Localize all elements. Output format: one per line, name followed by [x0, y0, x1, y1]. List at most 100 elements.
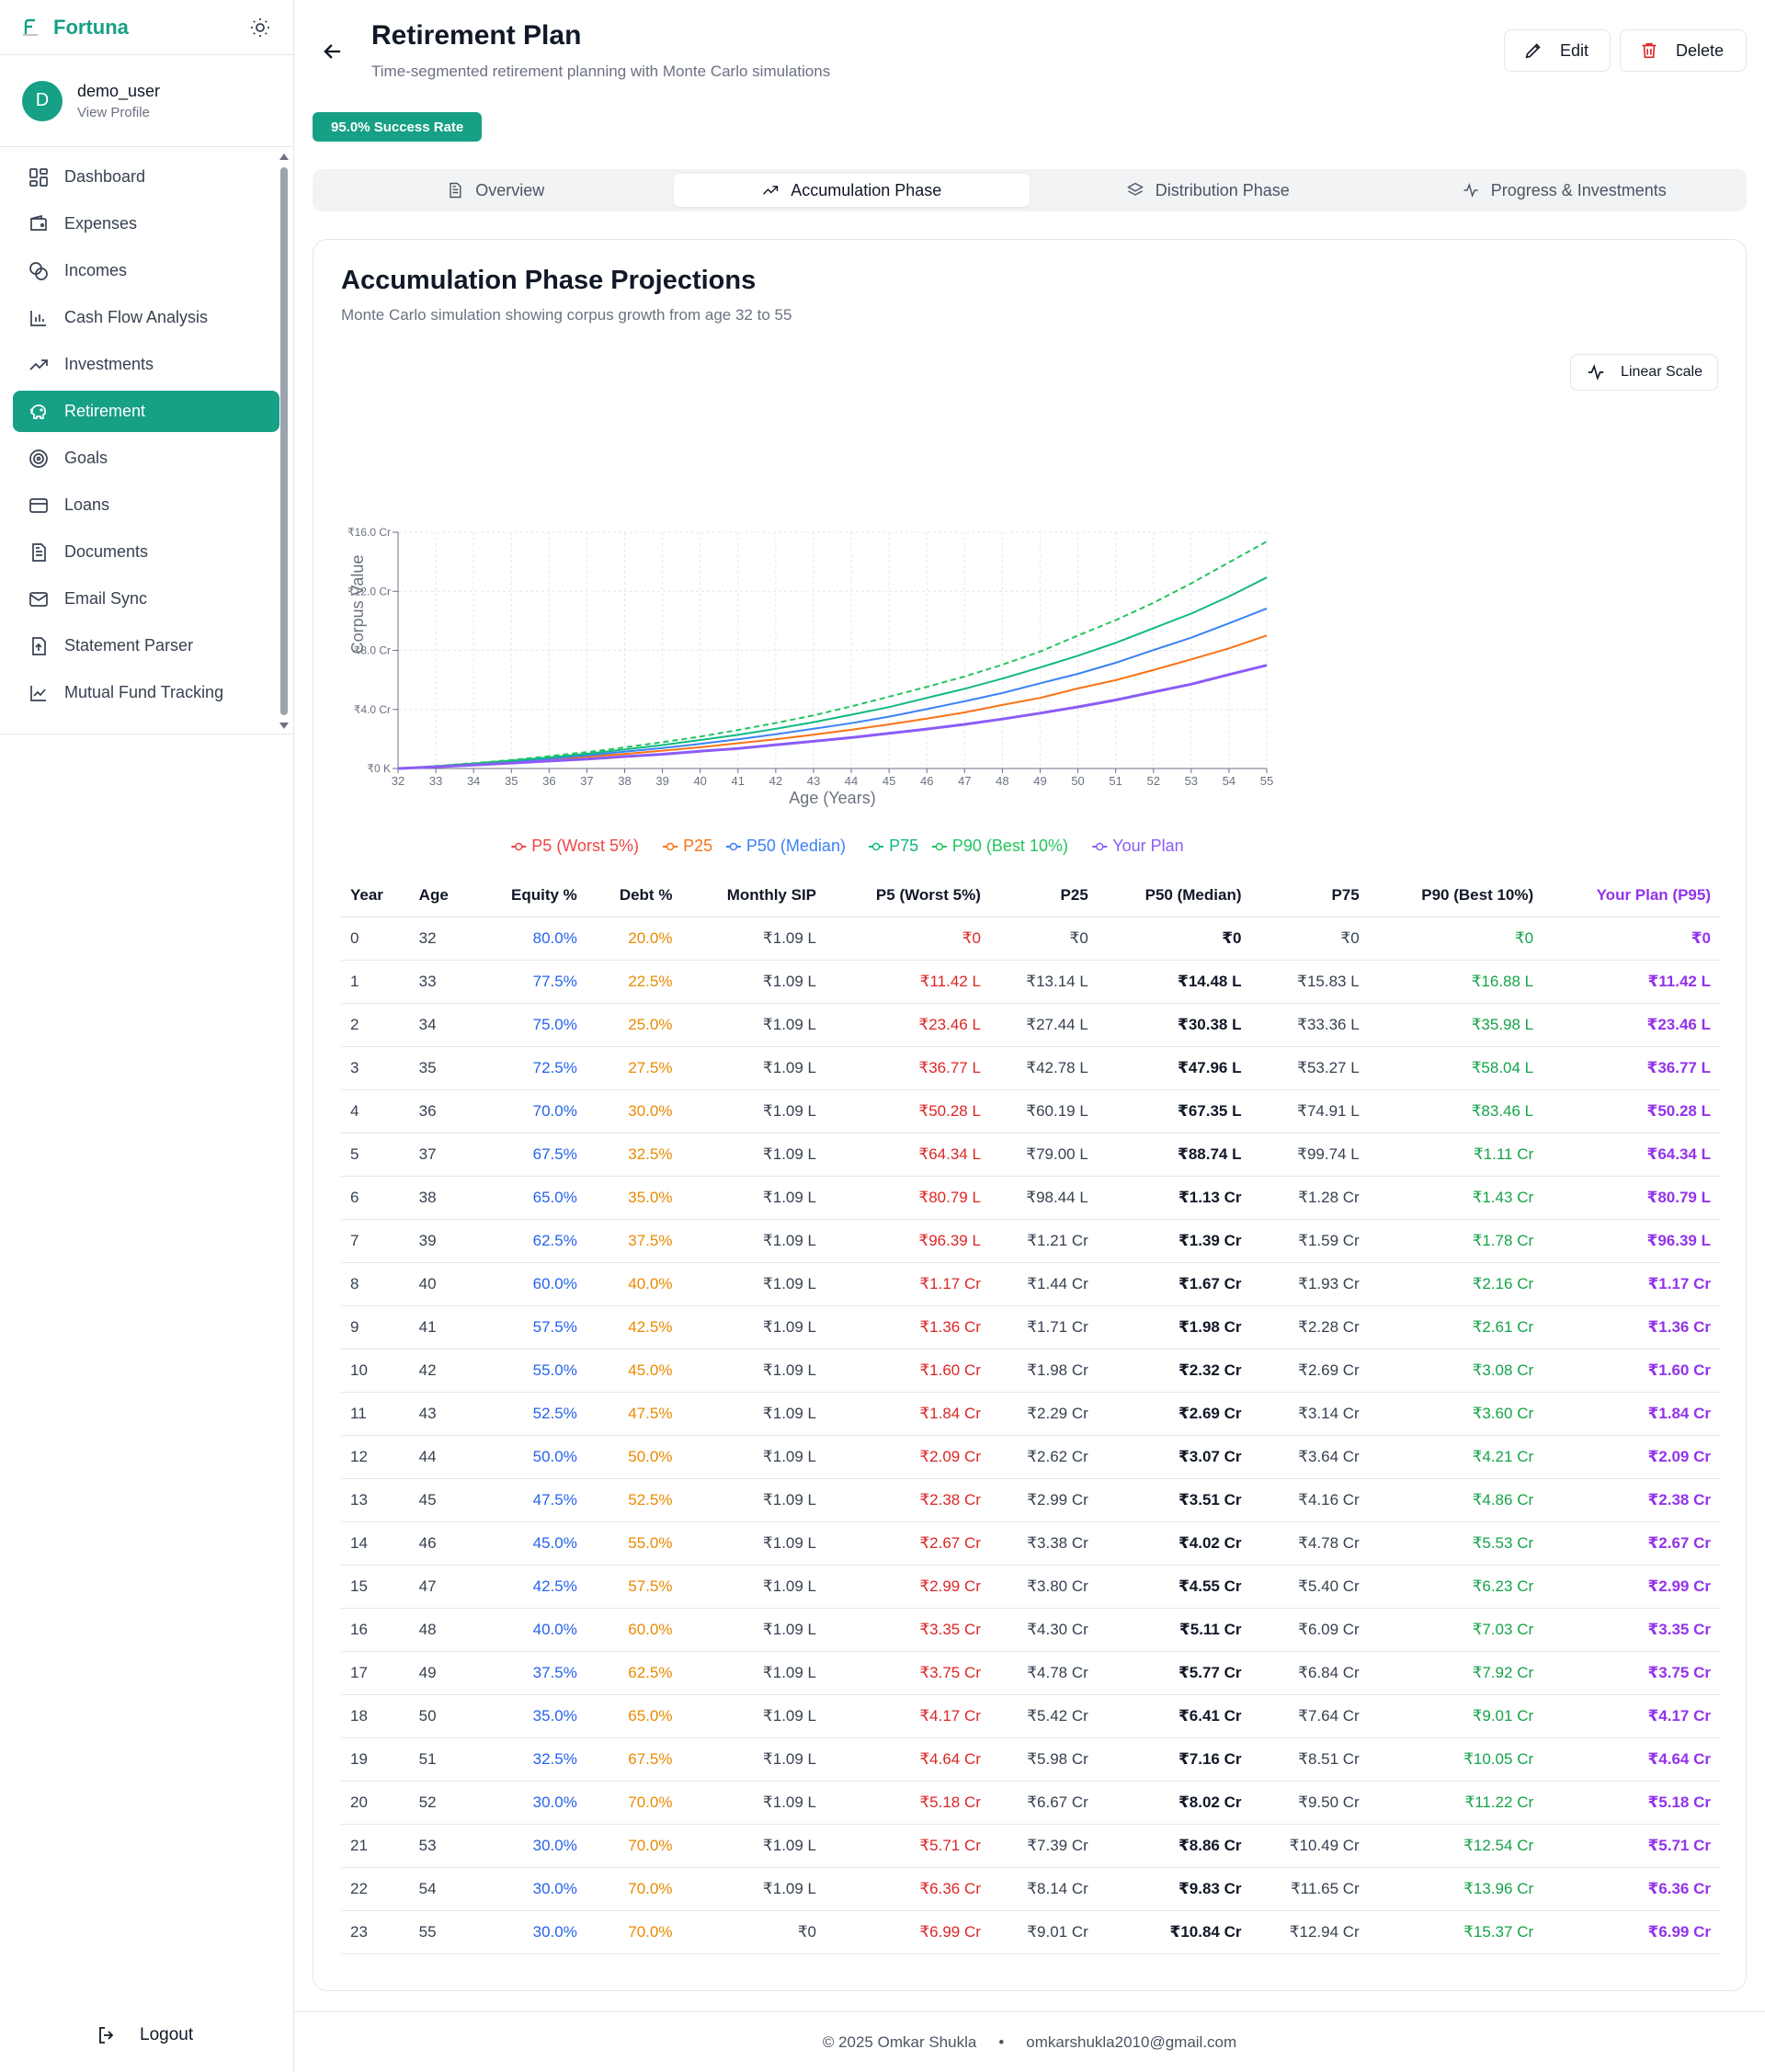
table-cell: 52	[409, 1781, 474, 1825]
sidebar-item-expenses[interactable]: Expenses	[13, 203, 279, 245]
sidebar-item-dashboard[interactable]: Dashboard	[13, 156, 279, 198]
table-cell: 0	[341, 916, 410, 961]
sidebar-item-loans[interactable]: Loans	[13, 484, 279, 526]
table-row: 16 48 40.0% 60.0% ₹1.09 L ₹3.35 Cr ₹4.30 Cr ₹5.…	[341, 1608, 1720, 1652]
table-cell: ₹4.30 Cr	[989, 1608, 1098, 1652]
tab-label: Progress & Investments	[1490, 180, 1667, 199]
table-row: 13 45 47.5% 52.5% ₹1.09 L ₹2.38 Cr ₹2.99 Cr ₹3.…	[341, 1478, 1720, 1522]
sidebar-item-label: Statement Parser	[64, 636, 194, 655]
edit-button[interactable]: Edit	[1504, 29, 1611, 72]
table-cell: 33	[409, 960, 474, 1004]
table-cell: ₹1.09 L	[681, 1262, 826, 1306]
line-chart-icon	[30, 685, 46, 701]
table-cell: ₹2.29 Cr	[989, 1392, 1098, 1436]
footer-email[interactable]: omkarshukla2010@gmail.com	[1026, 2032, 1237, 2051]
edit-label: Edit	[1560, 40, 1589, 60]
table-cell: ₹74.91 L	[1250, 1089, 1369, 1133]
table-cell: ₹3.75 Cr	[1543, 1651, 1720, 1695]
table-cell: ₹10.49 Cr	[1250, 1824, 1369, 1868]
document-icon	[32, 542, 46, 562]
table-cell: 37.5%	[473, 1651, 586, 1695]
delete-button[interactable]: Delete	[1620, 29, 1747, 72]
table-cell: ₹1.84 Cr	[1543, 1392, 1720, 1436]
sidebar-item-goals[interactable]: Goals	[13, 438, 279, 479]
table-cell: ₹0	[826, 916, 990, 961]
view-profile-link[interactable]: View Profile	[77, 104, 150, 120]
table-cell: 42	[409, 1349, 474, 1393]
logout-label: Logout	[140, 2025, 194, 2044]
x-tick-label: 41	[732, 774, 745, 788]
sidebar-item-investments[interactable]: Investments	[13, 344, 279, 385]
table-cell: ₹47.96 L	[1097, 1046, 1251, 1090]
table-row: 8 40 60.0% 40.0% ₹1.09 L ₹1.17 Cr ₹1.44 Cr ₹1.6…	[341, 1262, 1720, 1306]
sidebar-item-email-sync[interactable]: Email Sync	[13, 578, 279, 620]
table-cell: ₹2.99 Cr	[989, 1478, 1098, 1522]
page-title: Retirement Plan	[371, 20, 582, 51]
sidebar-item-retirement[interactable]: Retirement	[13, 391, 279, 432]
table-cell: ₹2.16 Cr	[1368, 1262, 1543, 1306]
table-cell: ₹12.94 Cr	[1250, 1910, 1369, 1954]
table-cell: ₹64.34 L	[826, 1133, 990, 1177]
sidebar-scrollbar[interactable]	[278, 151, 290, 732]
table-cell: 32	[409, 916, 474, 961]
table-cell: ₹10.84 Cr	[1097, 1910, 1251, 1954]
table-cell: ₹96.39 L	[826, 1219, 990, 1263]
table-cell: ₹3.64 Cr	[1250, 1435, 1369, 1479]
table-row: 14 46 45.0% 55.0% ₹1.09 L ₹2.67 Cr ₹3.38 Cr ₹4.…	[341, 1521, 1720, 1565]
table-cell: 80.0%	[473, 916, 586, 961]
table-cell: ₹3.75 Cr	[826, 1651, 990, 1695]
sidebar: Fortuna D demo_user View Profile Dashboa…	[0, 0, 294, 2072]
table-cell: ₹6.36 Cr	[826, 1867, 990, 1911]
table-cell: ₹1.09 L	[681, 1608, 826, 1652]
legend-label-p50: P50 (Median)	[746, 837, 846, 855]
table-cell: ₹42.78 L	[989, 1046, 1098, 1090]
table-cell: 30.0%	[473, 1867, 586, 1911]
tab-progress-investments[interactable]: Progress & Investments	[1386, 174, 1743, 207]
table-cell: ₹1.09 L	[681, 1781, 826, 1825]
table-cell: ₹2.99 Cr	[1543, 1565, 1720, 1609]
table-cell: 70.0%	[473, 1089, 586, 1133]
tab-overview[interactable]: Overview	[317, 174, 674, 207]
avatar[interactable]: D	[22, 80, 63, 121]
x-tick-label: 53	[1185, 774, 1198, 788]
logout-button[interactable]: Logout	[96, 2024, 193, 2046]
tab-accumulation-phase[interactable]: Accumulation Phase	[673, 174, 1030, 207]
activity-icon	[1463, 183, 1478, 198]
linear-scale-button[interactable]: Linear Scale	[1570, 354, 1718, 391]
table-cell: ₹4.64 Cr	[826, 1737, 990, 1782]
table-cell: ₹3.35 Cr	[1543, 1608, 1720, 1652]
tab-distribution-phase[interactable]: Distribution Phase	[1030, 174, 1386, 207]
sidebar-item-cash-flow-analysis[interactable]: Cash Flow Analysis	[13, 297, 279, 338]
sidebar-item-statement-parser[interactable]: Statement Parser	[13, 625, 279, 666]
column-header: Monthly SIP	[681, 874, 826, 917]
table-cell: ₹50.28 L	[1543, 1089, 1720, 1133]
table-cell: 62.5%	[586, 1651, 682, 1695]
back-arrow-icon[interactable]	[320, 39, 346, 64]
table-cell: ₹1.84 Cr	[826, 1392, 990, 1436]
sidebar-item-label: Mutual Fund Tracking	[64, 683, 224, 701]
sidebar-item-incomes[interactable]: Incomes	[13, 250, 279, 291]
table-cell: ₹1.43 Cr	[1368, 1176, 1543, 1220]
table-cell: 43	[409, 1392, 474, 1436]
table-cell: ₹5.71 Cr	[826, 1824, 990, 1868]
footer: © 2025 Omkar Shukla • omkarshukla2010@gm…	[294, 2011, 1765, 2072]
table-row: 2 34 75.0% 25.0% ₹1.09 L ₹23.46 L ₹27.44 L ₹30.…	[341, 1003, 1720, 1047]
table-cell: ₹0	[681, 1910, 826, 1954]
table-cell: ₹6.67 Cr	[989, 1781, 1098, 1825]
file-upload-icon	[32, 636, 46, 655]
table-cell: ₹11.22 Cr	[1368, 1781, 1543, 1825]
table-row: 20 52 30.0% 70.0% ₹1.09 L ₹5.18 Cr ₹6.67 Cr ₹8.…	[341, 1781, 1720, 1825]
sidebar-item-mutual-fund-tracking[interactable]: Mutual Fund Tracking	[13, 672, 279, 713]
table-cell: ₹11.42 L	[1543, 960, 1720, 1004]
sun-icon[interactable]	[249, 17, 271, 39]
sidebar-item-documents[interactable]: Documents	[13, 531, 279, 573]
table-cell: ₹4.17 Cr	[1543, 1694, 1720, 1738]
table-cell: ₹1.93 Cr	[1250, 1262, 1369, 1306]
table-cell: 52.5%	[586, 1478, 682, 1522]
user-profile[interactable]: D demo_user View Profile	[0, 55, 293, 147]
table-cell: ₹4.21 Cr	[1368, 1435, 1543, 1479]
table-cell: ₹23.46 L	[826, 1003, 990, 1047]
legend-label-p75: P75	[889, 837, 918, 855]
table-cell: 38	[409, 1176, 474, 1220]
column-header: P90 (Best 10%)	[1368, 874, 1543, 917]
